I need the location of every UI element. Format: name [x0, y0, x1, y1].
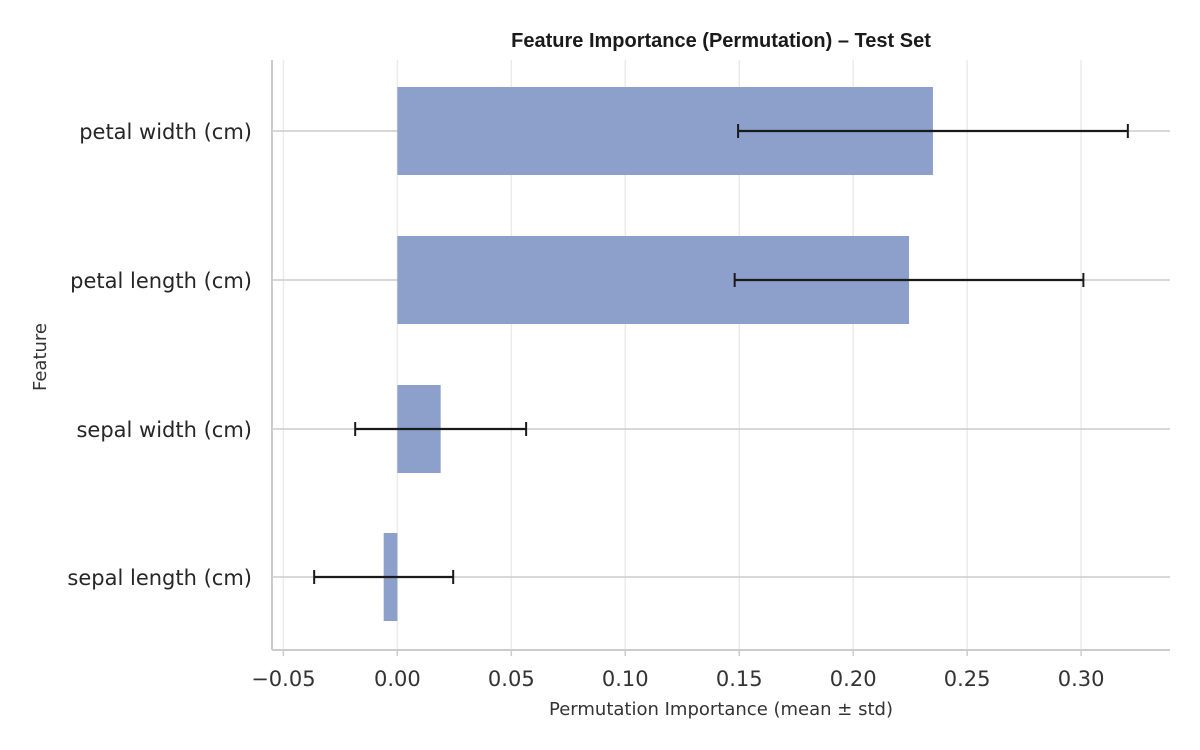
- y-tick-label: sepal length (cm): [67, 566, 252, 590]
- y-axis-label: Feature: [30, 323, 51, 391]
- x-tick-label: 0.15: [716, 667, 763, 691]
- bar-layer: [383, 87, 933, 621]
- x-tick-label: 0.25: [944, 667, 991, 691]
- error-bar-layer: [313, 124, 1129, 584]
- chart-title: Feature Importance (Permutation) – Test …: [511, 30, 931, 52]
- y-tick-label: petal width (cm): [79, 120, 252, 144]
- tick-label-layer: −0.05 0.00 0.05 0.10 0.15 0.20 0.25 0.30 petal w…: [67, 120, 1104, 691]
- x-tick-label: 0.00: [374, 667, 421, 691]
- x-tick-label: 0.30: [1058, 667, 1105, 691]
- x-tick-label: 0.10: [602, 667, 649, 691]
- y-tick-label: sepal width (cm): [76, 418, 252, 442]
- x-tick-label: 0.20: [830, 667, 877, 691]
- x-axis-label: Permutation Importance (mean ± std): [549, 699, 893, 720]
- y-tick-label: petal length (cm): [70, 269, 252, 293]
- axis-layer: [271, 60, 1170, 651]
- x-tick-label: −0.05: [251, 667, 315, 691]
- x-tick-label: 0.05: [488, 667, 535, 691]
